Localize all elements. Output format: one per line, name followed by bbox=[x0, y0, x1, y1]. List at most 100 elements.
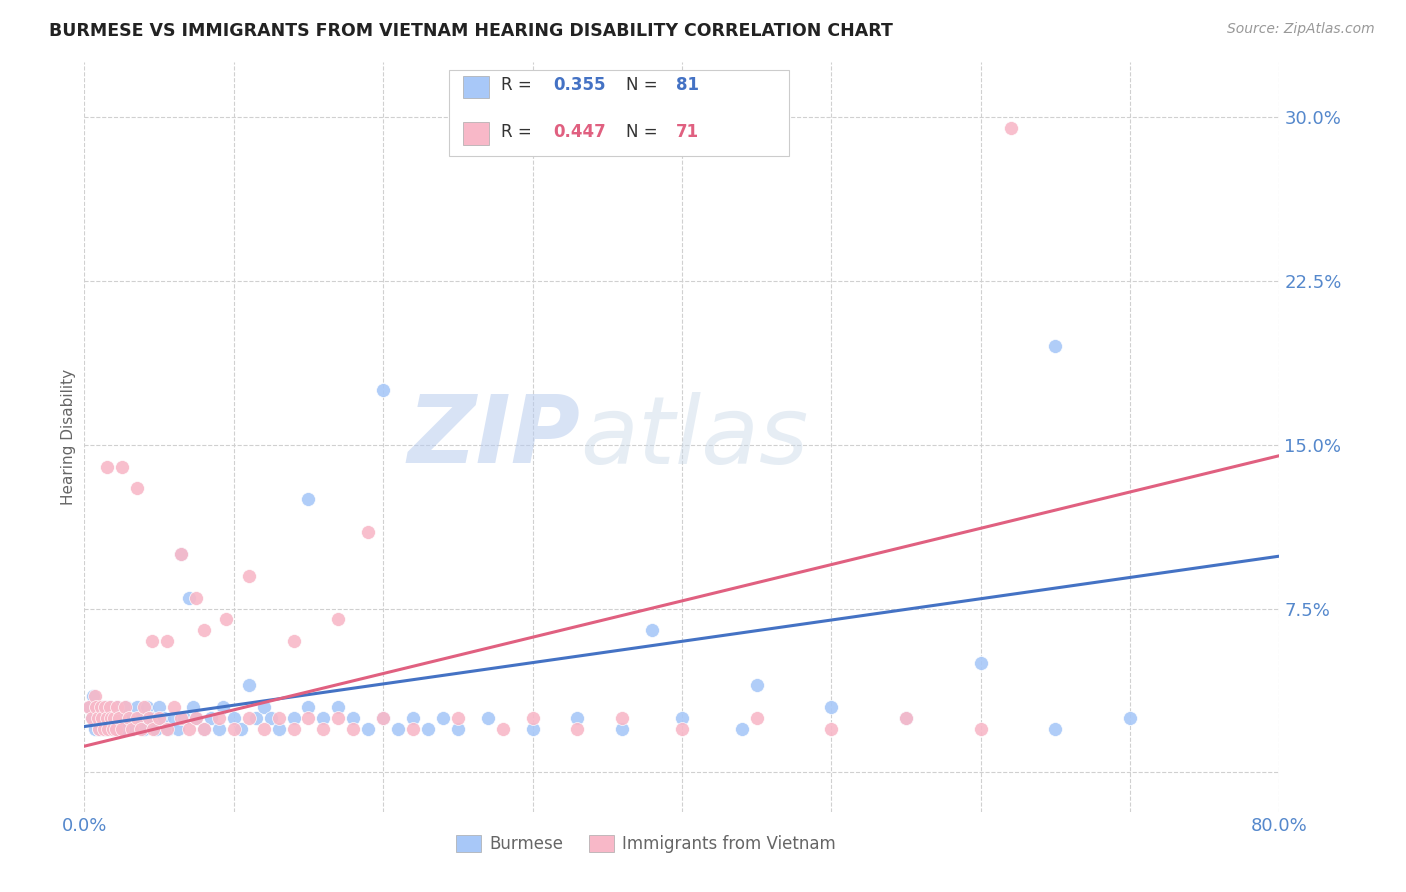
Point bbox=[267, 711, 290, 725]
Point bbox=[101, 722, 124, 736]
Point bbox=[186, 591, 208, 605]
Text: 71: 71 bbox=[676, 123, 699, 141]
Point bbox=[477, 711, 499, 725]
Point bbox=[128, 711, 150, 725]
Point bbox=[212, 699, 235, 714]
Point bbox=[77, 699, 100, 714]
Point bbox=[82, 689, 104, 703]
Point bbox=[155, 722, 177, 736]
Point bbox=[103, 711, 125, 725]
Point bbox=[567, 722, 589, 736]
Point bbox=[94, 699, 117, 714]
Point bbox=[107, 711, 129, 725]
Point bbox=[148, 699, 170, 714]
Text: N =: N = bbox=[626, 123, 662, 141]
Point bbox=[1119, 711, 1142, 725]
Point bbox=[1045, 722, 1067, 736]
Point bbox=[231, 722, 253, 736]
Point bbox=[118, 711, 141, 725]
Text: atlas: atlas bbox=[581, 392, 808, 483]
Point bbox=[671, 711, 693, 725]
Text: R =: R = bbox=[502, 123, 537, 141]
Point bbox=[104, 722, 127, 736]
Point bbox=[155, 634, 177, 648]
Point bbox=[283, 711, 305, 725]
Point bbox=[328, 711, 350, 725]
FancyBboxPatch shape bbox=[449, 70, 790, 156]
Text: 0.447: 0.447 bbox=[553, 123, 606, 141]
Point bbox=[177, 722, 200, 736]
Point bbox=[283, 634, 305, 648]
Point bbox=[193, 624, 215, 638]
Point bbox=[89, 722, 111, 736]
Point bbox=[1000, 120, 1022, 135]
Point bbox=[91, 711, 114, 725]
Point bbox=[100, 711, 122, 725]
Point bbox=[90, 699, 112, 714]
Point bbox=[373, 711, 395, 725]
Point bbox=[522, 711, 544, 725]
Text: 81: 81 bbox=[676, 76, 699, 94]
Point bbox=[90, 699, 112, 714]
Point bbox=[312, 711, 335, 725]
Point bbox=[402, 711, 425, 725]
Point bbox=[101, 722, 124, 736]
Point bbox=[193, 722, 215, 736]
Point bbox=[186, 711, 208, 725]
Point bbox=[170, 547, 193, 561]
Point bbox=[86, 699, 108, 714]
Point bbox=[222, 722, 245, 736]
Point bbox=[87, 711, 110, 725]
Point bbox=[641, 624, 664, 638]
Point bbox=[163, 711, 186, 725]
Point bbox=[93, 722, 115, 736]
Point bbox=[342, 711, 364, 725]
Point bbox=[894, 711, 917, 725]
Point bbox=[312, 722, 335, 736]
FancyBboxPatch shape bbox=[463, 122, 489, 145]
Point bbox=[373, 711, 395, 725]
Point bbox=[567, 711, 589, 725]
Point bbox=[114, 699, 136, 714]
Point bbox=[820, 722, 842, 736]
Point bbox=[98, 699, 121, 714]
FancyBboxPatch shape bbox=[463, 76, 489, 98]
Point bbox=[186, 711, 208, 725]
Point bbox=[107, 711, 129, 725]
Point bbox=[447, 711, 470, 725]
Point bbox=[170, 711, 193, 725]
Point bbox=[121, 722, 143, 736]
Point bbox=[97, 722, 120, 736]
Point bbox=[238, 569, 260, 583]
Point bbox=[1045, 339, 1067, 353]
Point bbox=[671, 722, 693, 736]
Point bbox=[612, 711, 634, 725]
Point bbox=[114, 722, 136, 736]
Point bbox=[103, 711, 125, 725]
Point bbox=[447, 722, 470, 736]
Text: BURMESE VS IMMIGRANTS FROM VIETNAM HEARING DISABILITY CORRELATION CHART: BURMESE VS IMMIGRANTS FROM VIETNAM HEARI… bbox=[49, 22, 893, 40]
Point bbox=[283, 722, 305, 736]
Text: Source: ZipAtlas.com: Source: ZipAtlas.com bbox=[1227, 22, 1375, 37]
Point bbox=[96, 711, 118, 725]
Point bbox=[208, 711, 231, 725]
Point bbox=[612, 722, 634, 736]
Point bbox=[111, 722, 134, 736]
Point bbox=[93, 722, 115, 736]
Point bbox=[167, 722, 190, 736]
Point bbox=[97, 722, 120, 736]
Point bbox=[111, 711, 134, 725]
Point bbox=[86, 699, 108, 714]
Point bbox=[125, 482, 148, 496]
Point bbox=[402, 722, 425, 736]
Point bbox=[387, 722, 409, 736]
Point bbox=[94, 699, 117, 714]
Point bbox=[373, 383, 395, 397]
Point bbox=[96, 711, 118, 725]
Point bbox=[342, 722, 364, 736]
Point bbox=[267, 722, 290, 736]
Point bbox=[87, 711, 110, 725]
Point bbox=[157, 722, 180, 736]
Point bbox=[152, 711, 174, 725]
Text: 0.355: 0.355 bbox=[553, 76, 606, 94]
